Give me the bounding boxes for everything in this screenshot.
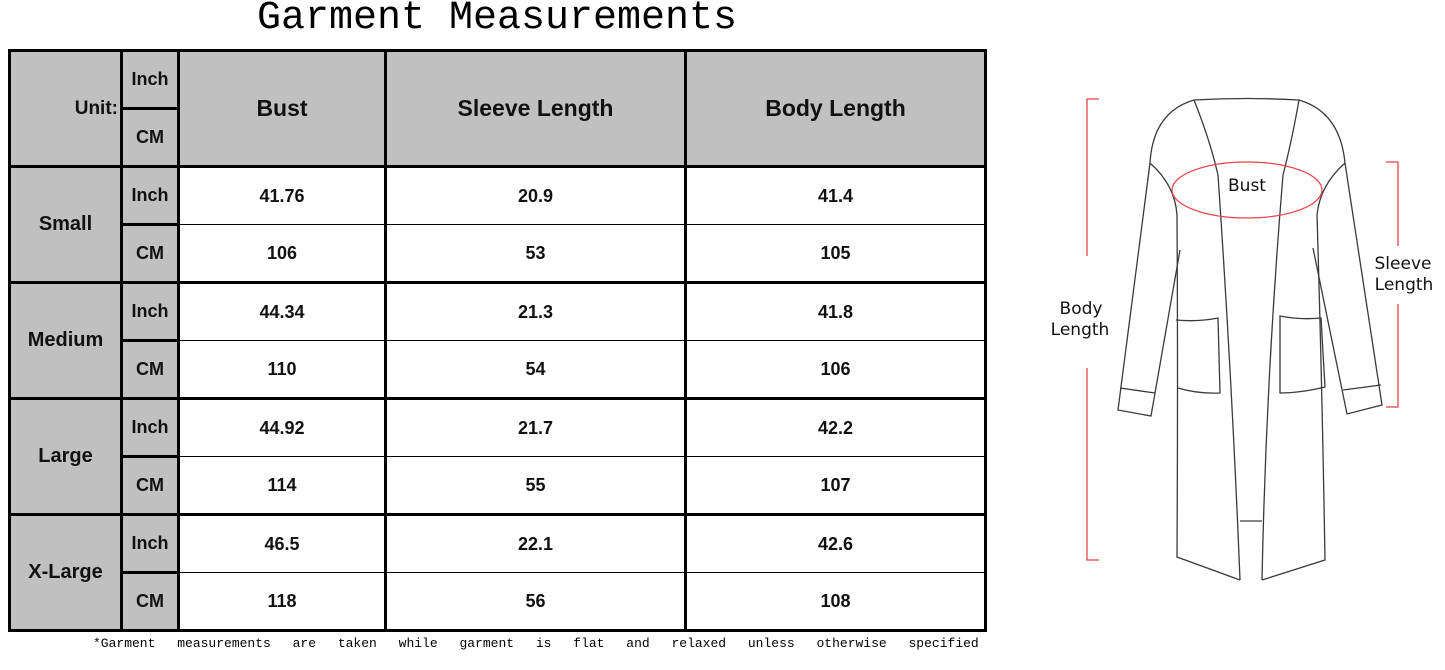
unit-inch: Inch (120, 165, 180, 226)
unit-label: Unit: (8, 49, 123, 168)
size-label-small: Small (8, 165, 123, 284)
sleeve-length-label-line1: Sleeve (1375, 254, 1432, 274)
body-length-label-line1: Body (1060, 299, 1103, 319)
table-row: CM 106 53 105 (10, 223, 987, 284)
sleeve-length-label-line2: Length (1375, 275, 1434, 295)
footnote: *Garment measurements are taken while ga… (93, 636, 979, 651)
cell-medium-inch-0: 44.34 (177, 281, 387, 341)
cell-small-inch-1: 20.9 (384, 165, 687, 225)
unit-cm: CM (120, 223, 180, 284)
size-label-medium: Medium (8, 281, 123, 400)
cell-x-large-inch-0: 46.5 (177, 513, 387, 573)
cell-medium-inch-2: 41.8 (684, 281, 987, 341)
cell-small-cm-1: 53 (384, 224, 687, 284)
cell-small-cm-2: 105 (684, 224, 987, 284)
column-header-sleeve-length: Sleeve Length (384, 49, 687, 168)
cell-x-large-cm-2: 108 (684, 572, 987, 632)
unit-inch: Inch (120, 397, 180, 458)
cardigan-outline (1117, 97, 1383, 581)
bust-label: Bust (1228, 176, 1266, 196)
sleeve-length-bracket (1386, 161, 1399, 408)
table-row: CM 110 54 106 (10, 339, 987, 400)
unit-inch: Inch (120, 281, 180, 342)
table-row: X-Large Inch 46.5 22.1 42.6 (8, 513, 987, 632)
cell-x-large-inch-1: 22.1 (384, 513, 687, 573)
table-row: CM 118 56 108 (10, 571, 987, 632)
table-row: CM 114 55 107 (10, 455, 987, 516)
bust-marker (1171, 161, 1323, 219)
unit-cm: CM (120, 339, 180, 400)
cell-small-inch-0: 41.76 (177, 165, 387, 225)
cell-large-cm-0: 114 (177, 456, 387, 516)
body-length-bracket (1086, 98, 1099, 561)
table-row: Medium Inch 44.34 21.3 41.8 (8, 281, 987, 400)
cell-x-large-inch-2: 42.6 (684, 513, 987, 573)
unit-inch: Inch (120, 49, 180, 110)
unit-cm: CM (120, 107, 180, 168)
cell-x-large-cm-0: 118 (177, 572, 387, 632)
cell-large-cm-1: 55 (384, 456, 687, 516)
unit-cm: CM (120, 455, 180, 516)
cell-large-inch-0: 44.92 (177, 397, 387, 457)
body-length-label-line2: Length (1051, 320, 1110, 340)
unit-inch: Inch (120, 513, 180, 574)
cell-small-inch-2: 41.4 (684, 165, 987, 225)
cell-x-large-cm-1: 56 (384, 572, 687, 632)
size-label-x-large: X-Large (8, 513, 123, 632)
cell-large-inch-2: 42.2 (684, 397, 987, 457)
cell-medium-cm-0: 110 (177, 340, 387, 400)
cell-medium-inch-1: 21.3 (384, 281, 687, 341)
unit-cm: CM (120, 571, 180, 632)
size-label-large: Large (8, 397, 123, 516)
measurement-table: Unit: Inch Bust Sleeve Length Body Lengt… (8, 49, 987, 632)
table-row: Small Inch 41.76 20.9 41.4 (8, 165, 987, 284)
page-title: Garment Measurements (256, 0, 738, 41)
cell-small-cm-0: 106 (177, 224, 387, 284)
column-header-body-length: Body Length (684, 49, 987, 168)
cell-medium-cm-1: 54 (384, 340, 687, 400)
cell-large-cm-2: 107 (684, 456, 987, 516)
column-header-bust: Bust (177, 49, 387, 168)
cell-medium-cm-2: 106 (684, 340, 987, 400)
table-row: Large Inch 44.92 21.7 42.2 (8, 397, 987, 516)
